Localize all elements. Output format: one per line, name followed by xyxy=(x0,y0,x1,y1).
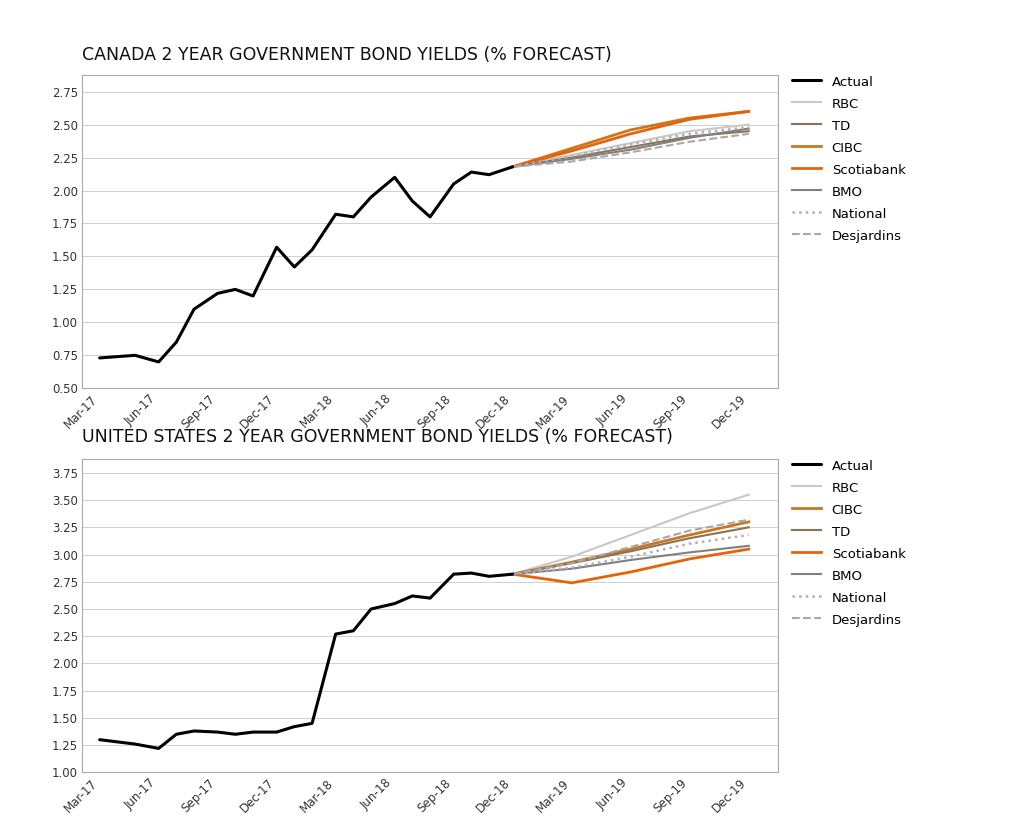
Text: UNITED STATES 2 YEAR GOVERNMENT BOND YIELDS (% FORECAST): UNITED STATES 2 YEAR GOVERNMENT BOND YIE… xyxy=(82,428,673,446)
Actual xyxy=(365,192,377,202)
Actual xyxy=(465,568,477,578)
Actual xyxy=(330,210,342,220)
Actual xyxy=(288,262,300,272)
Line: Actual: Actual xyxy=(99,167,513,362)
Actual xyxy=(93,353,105,363)
Actual xyxy=(212,288,224,298)
Legend: Actual, RBC, TD, CIBC, Scotiabank, BMO, National, Desjardins: Actual, RBC, TD, CIBC, Scotiabank, BMO, … xyxy=(793,75,905,243)
Actual xyxy=(483,170,496,180)
Actual xyxy=(212,727,224,737)
Actual xyxy=(153,743,165,753)
Line: Actual: Actual xyxy=(99,573,513,748)
Actual xyxy=(247,291,259,301)
Actual xyxy=(270,242,283,252)
Actual xyxy=(170,729,182,739)
Text: CANADA 2 YEAR GOVERNMENT BOND YIELDS (% FORECAST): CANADA 2 YEAR GOVERNMENT BOND YIELDS (% … xyxy=(82,46,611,64)
Actual xyxy=(129,351,141,361)
Actual xyxy=(306,718,318,728)
Actual xyxy=(465,167,477,177)
Actual xyxy=(112,352,124,362)
Actual xyxy=(447,179,460,189)
Actual xyxy=(306,245,318,255)
Actual xyxy=(407,196,419,206)
Actual xyxy=(424,593,436,603)
Actual xyxy=(93,735,105,745)
Actual xyxy=(247,727,259,737)
Actual xyxy=(229,285,242,295)
Actual xyxy=(170,337,182,347)
Actual xyxy=(187,726,200,736)
Actual xyxy=(347,212,359,222)
Actual xyxy=(365,604,377,614)
Actual xyxy=(347,625,359,635)
Legend: Actual, RBC, CIBC, TD, Scotiabank, BMO, National, Desjardins: Actual, RBC, CIBC, TD, Scotiabank, BMO, … xyxy=(793,459,905,627)
Actual xyxy=(407,591,419,601)
Actual xyxy=(112,736,124,746)
Actual xyxy=(187,304,200,314)
Actual xyxy=(153,357,165,367)
Actual xyxy=(424,212,436,222)
Actual xyxy=(388,599,400,609)
Actual xyxy=(483,571,496,581)
Actual xyxy=(129,739,141,749)
Actual xyxy=(229,729,242,739)
Actual xyxy=(507,162,519,172)
Actual xyxy=(330,629,342,639)
Actual xyxy=(270,727,283,737)
Actual xyxy=(288,721,300,731)
Actual xyxy=(507,569,519,579)
Actual xyxy=(447,569,460,579)
Actual xyxy=(388,172,400,182)
